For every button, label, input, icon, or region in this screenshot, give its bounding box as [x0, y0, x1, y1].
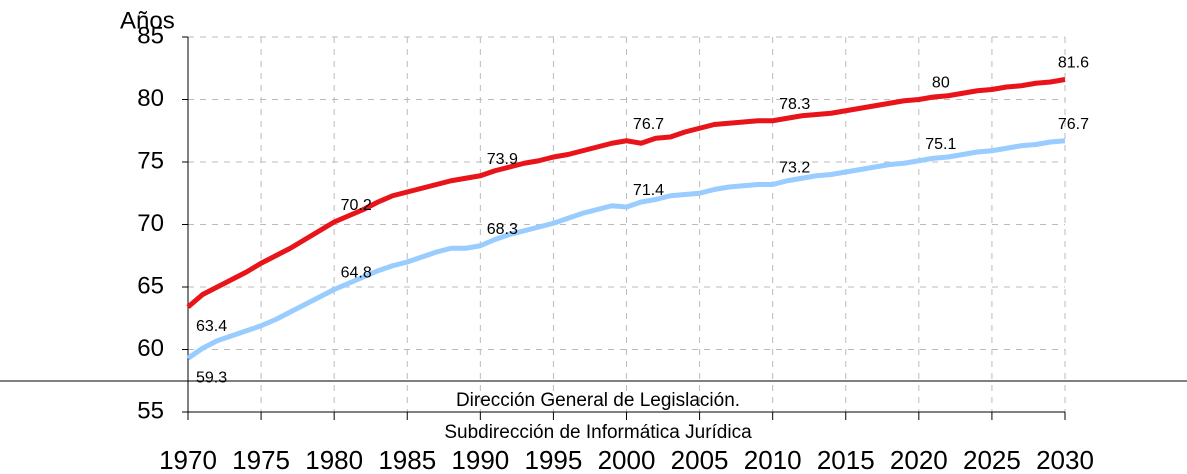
- annotation: Dirección General de Legislación.: [456, 390, 740, 411]
- x-tick-label: 2005: [671, 445, 729, 474]
- data-label: 76.7: [1058, 116, 1089, 133]
- data-label: 76.7: [633, 116, 664, 133]
- data-label: 70.2: [341, 197, 372, 214]
- data-label: 71.4: [633, 182, 664, 199]
- x-tick-label: 1990: [451, 445, 509, 474]
- x-tick-label: 2030: [1036, 445, 1094, 474]
- data-label: 81.6: [1058, 55, 1089, 72]
- data-label: 64.8: [341, 265, 372, 282]
- x-tick-label: 1975: [232, 445, 290, 474]
- y-tick-label: 65: [137, 272, 164, 299]
- x-tick-label: 2020: [890, 445, 948, 474]
- data-label: 73.2: [779, 160, 810, 177]
- y-axis-label: Años: [120, 7, 175, 34]
- data-label: 68.3: [487, 221, 518, 238]
- y-tick-label: 80: [137, 85, 164, 112]
- data-label: 63.4: [196, 318, 227, 335]
- y-tick-label: 85: [137, 22, 164, 49]
- y-tick-label: 75: [137, 147, 164, 174]
- x-tick-label: 2000: [598, 445, 656, 474]
- x-tick-label: 2015: [817, 445, 875, 474]
- y-tick-label: 70: [137, 210, 164, 237]
- x-tick-label: 2025: [963, 445, 1021, 474]
- data-label: 59.3: [196, 369, 227, 386]
- data-label: 75.1: [925, 136, 956, 153]
- y-tick-label: 55: [137, 397, 164, 424]
- x-tick-label: 1985: [378, 445, 436, 474]
- x-tick-label: 2010: [744, 445, 802, 474]
- x-tick-label: 1980: [305, 445, 363, 474]
- annotation: Subdirección de Informática Jurídica: [444, 422, 752, 443]
- x-tick-label: 1995: [524, 445, 582, 474]
- series-line: [186, 138, 1066, 361]
- series-line: [186, 77, 1066, 309]
- data-label: 78.3: [779, 96, 810, 113]
- data-label: 73.9: [487, 151, 518, 168]
- data-label: 80: [932, 75, 950, 92]
- x-tick-label: 1970: [159, 445, 217, 474]
- y-tick-label: 60: [137, 335, 164, 362]
